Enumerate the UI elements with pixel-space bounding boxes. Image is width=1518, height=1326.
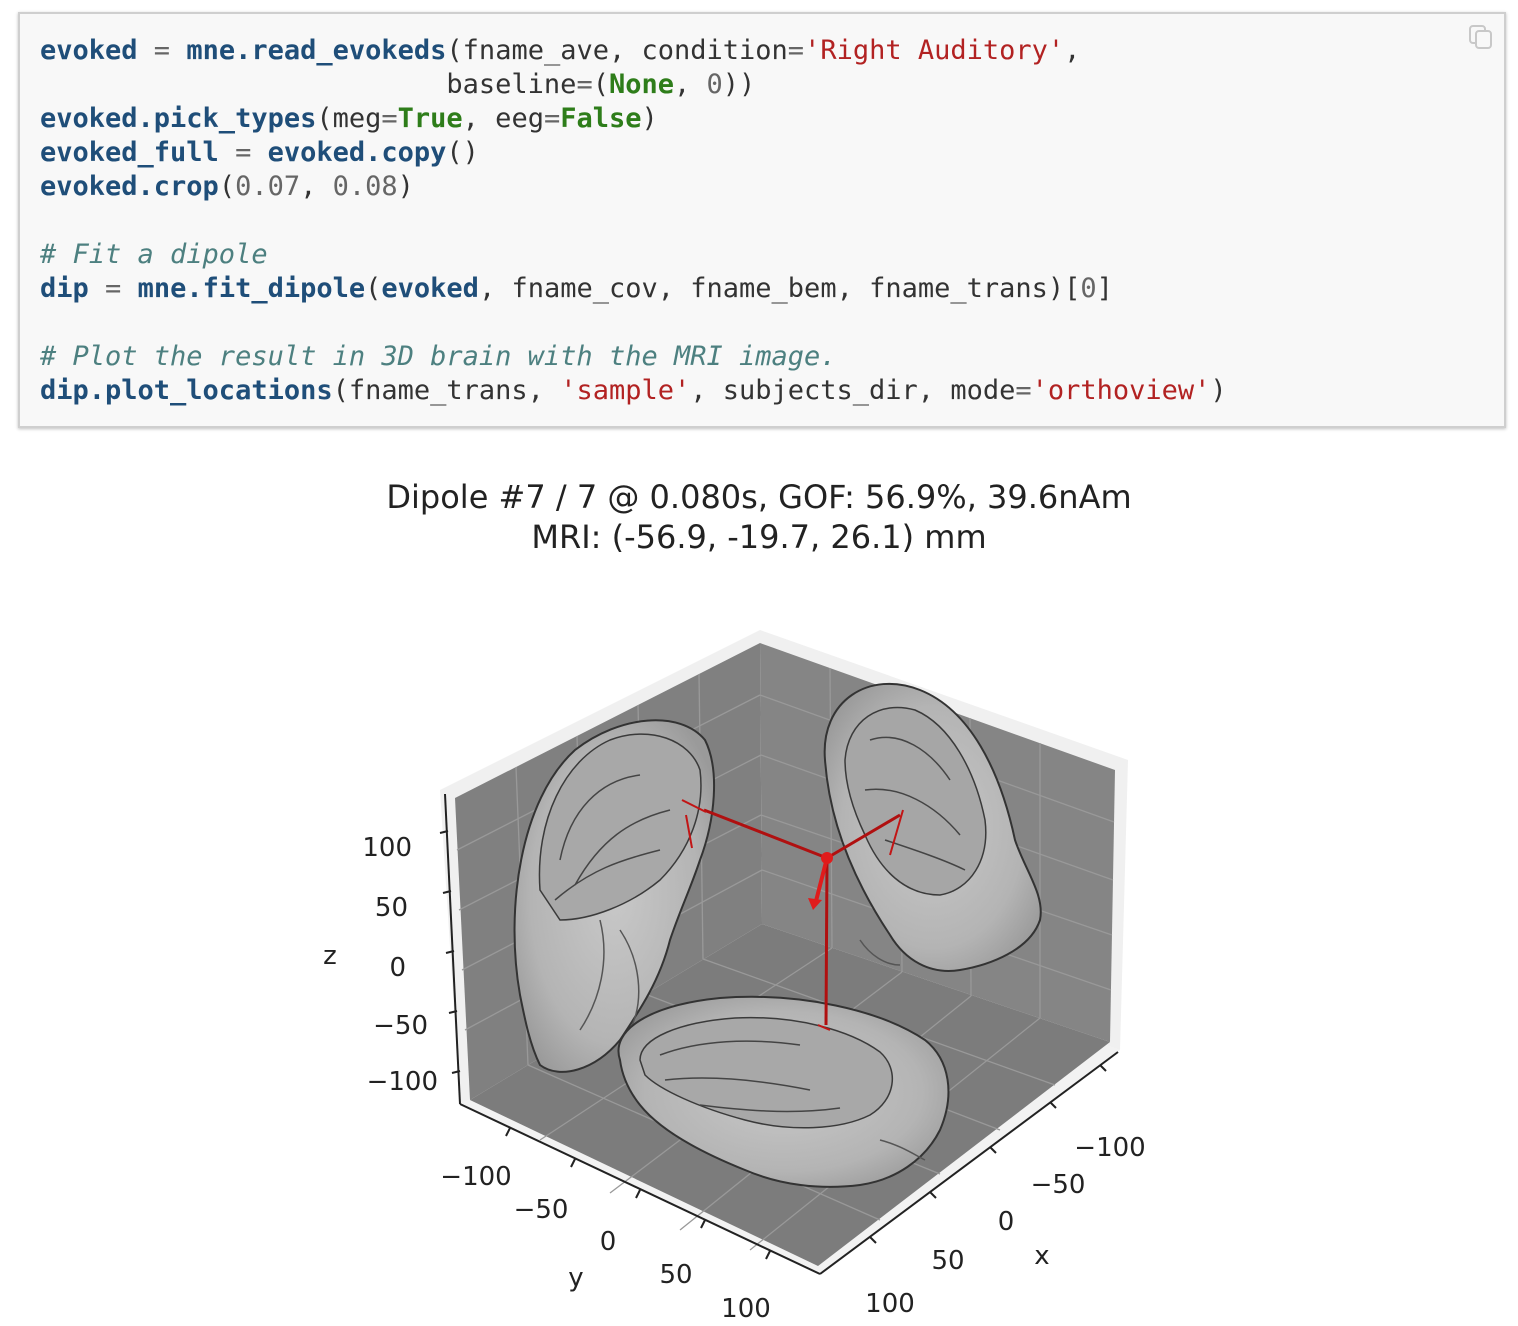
x-tick-neg50: −50: [1031, 1170, 1086, 1200]
y-tick-50: 50: [659, 1260, 692, 1290]
x-tick-0: 0: [998, 1207, 1015, 1237]
y-axis: −100 −50 0 50 100 y: [440, 1103, 821, 1324]
code-line: dip = mne.fit_dipole(evoked, fname_cov, …: [40, 272, 1227, 306]
copy-button[interactable]: [1466, 22, 1496, 52]
orthoview-3d-plot: 100 50 0 −50 −100 z −100 −50 0 50 100 y: [323, 630, 1146, 1324]
code-token: (meg: [316, 103, 382, 134]
copy-icon: [1469, 25, 1492, 49]
code-token: ,: [674, 69, 707, 100]
code-token: ): [1210, 375, 1227, 406]
code-token: =: [381, 103, 398, 134]
dipole-markers: [681, 799, 904, 1031]
code-token: 0.08: [332, 171, 398, 202]
code-line: [40, 204, 1227, 238]
code-block[interactable]: evoked = mne.read_evokeds(fname_ave, con…: [40, 34, 1227, 408]
code-token: =: [1015, 375, 1032, 406]
code-token: ,: [300, 171, 333, 202]
code-token: # Plot the result in 3D brain with the M…: [40, 341, 837, 372]
code-token: 'sample': [560, 375, 691, 406]
code-token: , subjects_dir, mode: [690, 375, 1016, 406]
sagittal-mri-slice: [513, 719, 716, 1073]
code-token: =: [576, 69, 593, 100]
figure-title-line2: MRI: (-56.9, -19.7, 26.1) mm: [531, 518, 987, 556]
code-token: =: [218, 137, 268, 168]
code-line: [40, 306, 1227, 340]
x-tick-neg100: −100: [1074, 1133, 1145, 1163]
x-tick-100: 100: [865, 1289, 915, 1319]
code-token: (: [218, 171, 236, 202]
code-token: evoked.pick_types: [40, 103, 317, 134]
z-tick-neg50: −50: [373, 1011, 428, 1041]
y-tick-0: 0: [600, 1227, 617, 1257]
code-token: =: [88, 273, 138, 304]
code-token: evoked_full: [40, 137, 219, 168]
code-token: 'Right Auditory': [804, 35, 1065, 66]
code-token: ]: [1096, 273, 1113, 304]
code-token: , eeg: [462, 103, 544, 134]
code-token: False: [560, 103, 642, 134]
z-tick-neg100: −100: [367, 1067, 438, 1097]
z-axis-label: z: [323, 941, 337, 971]
code-cell[interactable]: evoked = mne.read_evokeds(fname_ave, con…: [18, 12, 1506, 428]
code-line: evoked.crop(0.07, 0.08): [40, 170, 1227, 204]
code-token: , fname_cov, fname_bem, fname_trans)[: [478, 273, 1081, 304]
code-token: 'orthoview': [1031, 375, 1211, 406]
code-token: 0.07: [235, 171, 301, 202]
code-token: (fname_trans,: [332, 375, 561, 406]
code-token: (: [365, 273, 382, 304]
code-token: =: [787, 35, 805, 66]
x-tick-50: 50: [931, 1246, 964, 1276]
code-token: (): [446, 137, 479, 168]
code-token: dip.plot_locations: [40, 375, 333, 406]
y-tick-100: 100: [721, 1294, 771, 1324]
x-axis-label: x: [1034, 1241, 1049, 1271]
code-line: baseline=(None, 0)): [40, 68, 1227, 102]
code-token: dip: [40, 273, 89, 304]
x-axis: −100 −50 0 50 100 x: [819, 1051, 1146, 1319]
axial-mri-slice: [617, 995, 950, 1188]
code-token: # Fit a dipole: [40, 239, 268, 270]
code-line: # Plot the result in 3D brain with the M…: [40, 340, 1227, 374]
y-axis-label: y: [568, 1263, 583, 1293]
code-token: evoked.crop: [40, 171, 219, 202]
code-token: baseline: [40, 69, 577, 100]
z-axis: 100 50 0 −50 −100 z: [323, 793, 461, 1105]
code-token: (: [592, 69, 609, 100]
coronal-mri-slice: [823, 682, 1042, 972]
code-line: evoked.pick_types(meg=True, eeg=False): [40, 102, 1227, 136]
code-token: True: [397, 103, 463, 134]
code-token: mne.fit_dipole: [137, 273, 366, 304]
figure-title-line1: Dipole #7 / 7 @ 0.080s, GOF: 56.9%, 39.6…: [386, 478, 1132, 516]
code-line: evoked_full = evoked.copy(): [40, 136, 1227, 170]
code-line: dip.plot_locations(fname_trans, 'sample'…: [40, 374, 1227, 408]
code-token: ,: [1064, 35, 1081, 66]
code-token: evoked: [40, 35, 138, 66]
y-tick-neg50: −50: [514, 1195, 569, 1225]
y-tick-neg100: −100: [440, 1162, 511, 1192]
dipole-figure: Dipole #7 / 7 @ 0.080s, GOF: 56.9%, 39.6…: [0, 440, 1518, 1326]
z-tick-0: 0: [389, 953, 406, 983]
code-token: ): [641, 103, 658, 134]
code-token: 0: [1080, 273, 1097, 304]
code-token: =: [137, 35, 187, 66]
code-token: evoked: [381, 273, 479, 304]
code-line: evoked = mne.read_evokeds(fname_ave, con…: [40, 34, 1227, 68]
code-line: # Fit a dipole: [40, 238, 1227, 272]
code-token: ): [397, 171, 414, 202]
code-token: None: [608, 69, 674, 100]
z-tick-100: 100: [362, 833, 412, 863]
code-token: 0: [706, 69, 723, 100]
code-token: =: [543, 103, 561, 134]
code-token: mne.read_evokeds: [186, 35, 447, 66]
z-tick-50: 50: [375, 893, 408, 923]
code-token: )): [722, 69, 756, 100]
code-token: evoked.copy: [267, 137, 447, 168]
code-token: (fname_ave, condition: [446, 35, 788, 66]
